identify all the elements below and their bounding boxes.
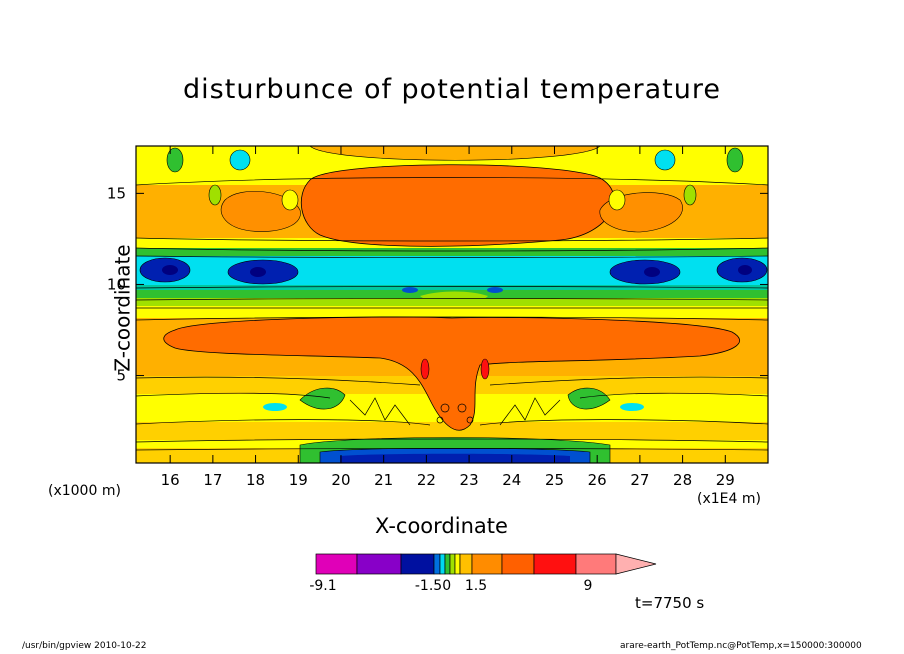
center-features (436, 403, 474, 424)
y-tick-label: 5 (116, 367, 126, 385)
colorbar-swatch (444, 553, 451, 575)
colorbar-swatch (400, 553, 435, 575)
y-ticks: 5 10 15 (107, 184, 768, 385)
field-band (136, 306, 768, 320)
x-tick-label: 21 (374, 471, 393, 489)
x-tick-label: 27 (630, 471, 649, 489)
x-unit-label: (x1E4 m) (697, 491, 761, 507)
low-feature (299, 387, 346, 410)
field-band (136, 422, 768, 442)
bottom-band (340, 453, 570, 463)
cold-core-inner (644, 267, 660, 277)
green-patch (420, 291, 488, 303)
low-feature (567, 387, 611, 410)
low-feature (263, 403, 287, 411)
cold-spot (402, 287, 418, 293)
top-feature (608, 189, 626, 211)
top-feature (208, 184, 222, 206)
x-axis-label: X-coordinate (375, 514, 508, 538)
x-tick-label: 28 (673, 471, 692, 489)
contour-field (136, 146, 768, 463)
x-tick-label: 26 (588, 471, 607, 489)
field-band (136, 248, 768, 258)
colorbar-swatch (459, 553, 473, 575)
y-axis-label: Z-coordinate (110, 244, 135, 372)
low-feature (620, 403, 644, 411)
colorbar-swatch (575, 553, 617, 575)
x-tick-label: 29 (716, 471, 735, 489)
field-band (136, 285, 768, 292)
hot-spot (420, 358, 430, 380)
plot-frame (135, 145, 769, 464)
y-tick-label: 15 (107, 184, 126, 202)
colorbar-swatch (315, 553, 358, 575)
colorbar-swatch (533, 553, 577, 575)
colorbar-label-pos: 1.5 (464, 578, 488, 594)
warm-region-upper (301, 164, 615, 247)
colorbar-swatch (454, 553, 461, 575)
x-tick-label: 20 (331, 471, 350, 489)
x-tick-label: 16 (161, 471, 180, 489)
y-tick-label: 10 (107, 275, 126, 293)
colorbar-swatch (471, 553, 503, 575)
top-feature (654, 149, 676, 171)
colorbar-label-min: -9.1 (309, 578, 337, 594)
x-ticks: 16 17 18 19 20 21 22 23 24 25 26 27 28 29 (161, 146, 735, 489)
colorbar-swatch (439, 553, 446, 575)
top-feature (166, 147, 184, 173)
colorbar-swatch (433, 553, 441, 575)
x-tick-label: 19 (289, 471, 308, 489)
chart-title: disturbunce of potential temperature (183, 74, 721, 105)
top-feature (229, 149, 251, 171)
x-tick-label: 22 (417, 471, 436, 489)
top-feature (726, 147, 744, 173)
x-tick-label: 17 (203, 471, 222, 489)
top-feature (281, 189, 299, 211)
warm-region-upper-left (220, 190, 301, 232)
warm-region-mid (163, 316, 740, 431)
x-tick-label: 23 (460, 471, 479, 489)
cold-core-inner (738, 265, 752, 275)
x-tick-label: 25 (545, 471, 564, 489)
colorbar-swatch (501, 553, 535, 575)
colorbar-arrow (615, 553, 657, 575)
cold-core-inner (162, 265, 178, 275)
cold-spot (487, 287, 503, 293)
footer-left: /usr/bin/gpview 2010-10-22 (22, 641, 147, 651)
cold-core-inner (250, 267, 266, 277)
colorbar-swatch (356, 553, 402, 575)
field-band (136, 298, 768, 308)
time-label: t=7750 s (635, 594, 705, 612)
footer-right: arare-earth_PotTemp.nc@PotTemp,x=150000:… (620, 641, 862, 651)
contour-lines (136, 177, 768, 451)
x-tick-label: 18 (246, 471, 265, 489)
top-feature (309, 146, 601, 161)
colorbar-label-max: 9 (583, 578, 593, 594)
top-feature (683, 184, 697, 206)
colorbar-swatch (449, 553, 456, 575)
colorbar-label-neg: -1.50 (414, 578, 452, 594)
hot-spot (480, 358, 490, 380)
x-tick-label: 24 (502, 471, 521, 489)
y-unit-label: (x1000 m) (48, 483, 121, 499)
colorbar (315, 553, 657, 575)
